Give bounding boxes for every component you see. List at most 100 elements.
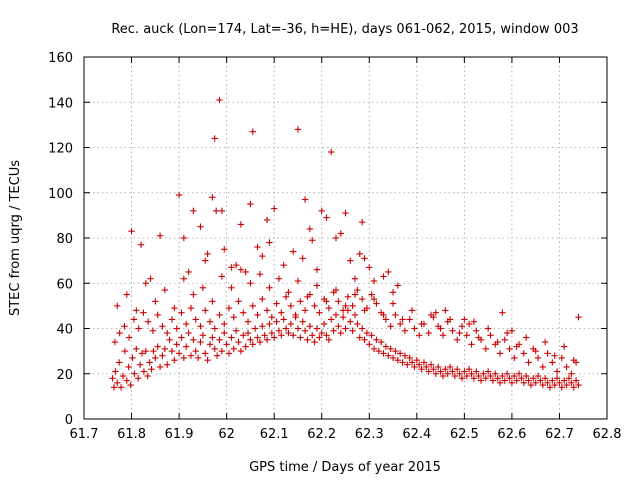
y-gridlines xyxy=(84,101,607,375)
y-tick-label: 100 xyxy=(48,187,73,202)
data-point-plus xyxy=(456,329,463,337)
data-point-plus xyxy=(313,282,321,289)
y-tick-label: 40 xyxy=(56,323,73,338)
y-tick-labels: 0 20 40 60 80 100 120 140 160 xyxy=(48,51,73,428)
y-tick-label: 0 xyxy=(65,413,73,428)
data-point-plus xyxy=(235,338,242,346)
data-point-plus xyxy=(273,300,280,307)
data-point-plus xyxy=(136,361,144,368)
data-point-plus xyxy=(366,341,373,348)
data-point-plus xyxy=(152,298,159,305)
data-point-plus xyxy=(306,225,314,233)
data-point-plus xyxy=(496,379,504,386)
data-point-plus xyxy=(140,309,147,316)
plot-frame xyxy=(83,56,608,420)
data-point-plus xyxy=(394,282,401,289)
data-point-plus xyxy=(244,329,252,337)
data-point-plus xyxy=(180,275,188,282)
data-point-plus xyxy=(247,200,254,208)
data-point-plus xyxy=(520,350,527,357)
data-point-plus xyxy=(150,347,157,355)
data-point-plus xyxy=(387,345,394,353)
data-point-plus xyxy=(361,255,368,262)
data-point-plus xyxy=(544,350,551,357)
data-point-plus xyxy=(494,375,501,382)
data-point-plus xyxy=(218,207,226,215)
data-point-plus xyxy=(342,302,349,310)
data-point-plus xyxy=(290,248,297,255)
data-point-plus xyxy=(297,334,304,341)
data-point-plus xyxy=(212,207,220,215)
data-point-plus xyxy=(280,316,287,323)
data-point-plus xyxy=(401,327,409,334)
data-point-plus xyxy=(437,368,444,375)
data-point-plus xyxy=(349,302,356,310)
data-point-plus xyxy=(444,370,451,377)
data-point-plus xyxy=(137,241,145,248)
data-point-plus xyxy=(380,273,387,280)
data-point-plus xyxy=(216,336,223,344)
data-point-plus xyxy=(147,275,154,282)
x-tick-label: 62.5 xyxy=(450,427,479,442)
data-point-plus xyxy=(408,359,416,366)
data-point-plus xyxy=(115,359,123,366)
data-point-plus xyxy=(501,336,508,344)
data-point-plus xyxy=(475,372,482,380)
data-point-plus xyxy=(117,384,125,391)
data-point-plus xyxy=(396,350,404,357)
data-point-plus xyxy=(313,266,321,273)
data-point-plus xyxy=(328,316,335,323)
data-point-plus xyxy=(518,375,525,382)
data-point-plus xyxy=(204,356,211,364)
data-point-plus xyxy=(323,214,330,221)
data-point-plus xyxy=(494,338,501,346)
data-point-plus xyxy=(197,323,204,330)
data-point-plus xyxy=(394,356,401,364)
data-point-plus xyxy=(109,375,116,382)
data-point-plus xyxy=(361,336,368,344)
data-point-plus xyxy=(541,338,549,346)
data-point-plus xyxy=(358,218,366,226)
data-point-plus xyxy=(240,309,247,316)
data-point-plus xyxy=(430,366,437,373)
data-point-plus xyxy=(235,298,242,305)
data-point-plus xyxy=(561,377,568,384)
data-point-plus xyxy=(432,370,440,377)
data-point-plus xyxy=(454,366,461,373)
data-point-plus xyxy=(501,377,508,384)
data-point-plus xyxy=(382,316,390,323)
data-point-plus xyxy=(418,320,425,328)
data-point-plus xyxy=(553,368,561,375)
data-point-plus xyxy=(244,318,252,325)
data-point-plus xyxy=(332,234,340,242)
data-point-plus xyxy=(544,379,551,386)
data-point-plus xyxy=(259,252,266,260)
data-point-plus xyxy=(175,191,183,199)
data-point-plus xyxy=(180,234,188,242)
data-point-plus xyxy=(575,381,582,389)
data-point-plus xyxy=(530,375,537,382)
x-tick-label: 62 xyxy=(218,427,235,442)
data-point-plus xyxy=(123,291,130,298)
data-point-plus xyxy=(484,325,492,332)
data-point-plus xyxy=(287,302,295,310)
data-point-plus xyxy=(458,323,466,330)
data-point-plus xyxy=(415,332,423,339)
data-point-plus xyxy=(133,345,140,353)
data-point-plus xyxy=(261,332,268,339)
data-point-plus xyxy=(211,345,218,353)
y-tick-label: 160 xyxy=(48,51,73,66)
data-point-plus xyxy=(311,302,318,310)
data-point-plus xyxy=(146,359,153,366)
data-point-plus xyxy=(230,345,237,353)
data-point-plus xyxy=(570,356,577,364)
data-point-plus xyxy=(411,363,418,371)
data-point-plus xyxy=(482,345,489,353)
data-point-plus xyxy=(285,329,292,337)
data-point-plus xyxy=(237,266,245,273)
data-point-plus xyxy=(482,375,489,382)
data-point-plus xyxy=(513,377,520,384)
data-point-plus xyxy=(294,277,302,285)
data-point-plus xyxy=(382,343,390,350)
data-point-plus xyxy=(192,316,199,323)
